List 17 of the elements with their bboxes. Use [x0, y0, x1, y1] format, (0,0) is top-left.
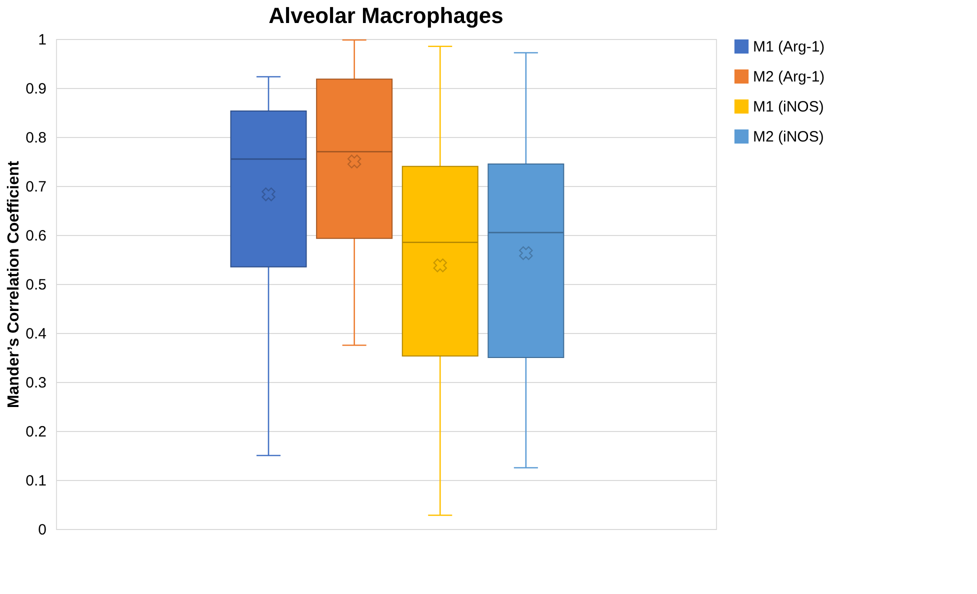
y-axis-title: Mander’s Correlation Coefficient	[6, 160, 23, 408]
y-tick-label: 0.2	[26, 424, 46, 440]
y-tick-label: 0.9	[26, 80, 46, 98]
y-tick-label: 0.7	[26, 178, 46, 196]
y-tick-label: 0.6	[26, 228, 46, 244]
legend-label: M2 (iNOS)	[753, 128, 824, 146]
y-tick-label: 0.8	[26, 130, 46, 146]
y-tick-label: 0	[38, 522, 46, 538]
y-tick-label: 0.4	[26, 326, 46, 342]
chart-title: Alveolar Macrophages	[268, 3, 504, 28]
legend-label: M1 (Arg-1)	[753, 38, 825, 56]
y-tick-label: 0.3	[26, 374, 46, 392]
y-tick-label: 0.1	[26, 472, 46, 490]
y-tick-label: 0.5	[26, 276, 46, 294]
legend-label: M2 (Arg-1)	[753, 68, 825, 86]
legend-label: M1 (iNOS)	[753, 98, 824, 116]
y-tick-label: 1	[38, 32, 46, 48]
